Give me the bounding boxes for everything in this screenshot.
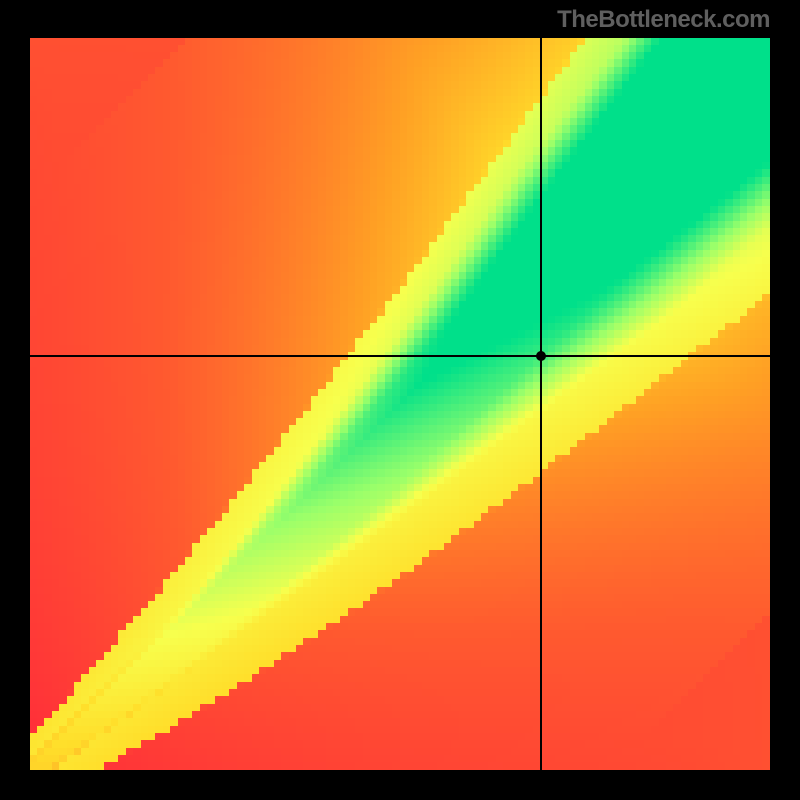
crosshair-marker [536,351,546,361]
chart-container: TheBottleneck.com [0,0,800,800]
plot-area [30,38,770,770]
heatmap-canvas [30,38,770,770]
crosshair-vertical [540,38,542,770]
crosshair-horizontal [30,355,770,357]
watermark-text: TheBottleneck.com [557,6,770,34]
